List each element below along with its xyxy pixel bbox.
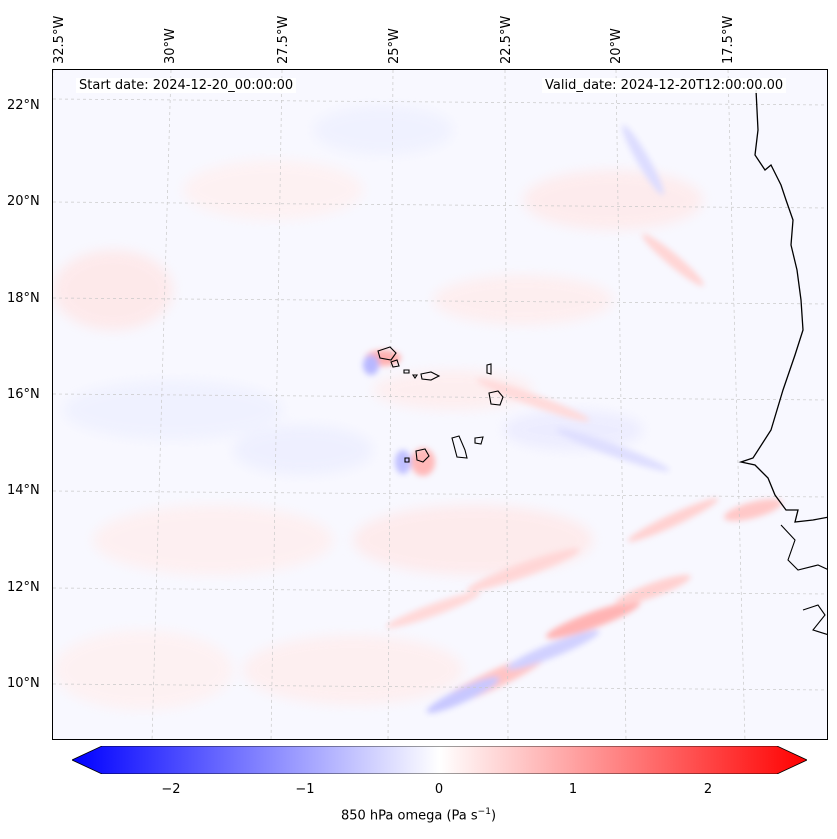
colorbar-tick-0: 0 — [434, 782, 444, 797]
valid-date-label: Valid_date: 2024-12-20T12:00:00.00 — [542, 78, 787, 93]
africa-coastline — [738, 89, 827, 523]
colorbar-label: 850 hPa omega (Pa s−1) — [0, 807, 837, 823]
lat-label-22n: 22°N — [7, 98, 40, 113]
lon-label-30w: 30°W — [163, 28, 178, 64]
lat-label-10n: 10°N — [7, 676, 40, 691]
cape-verde-islands — [377, 346, 504, 463]
coast-detail-2 — [802, 604, 827, 635]
colorbar-tick-1: 1 — [568, 782, 578, 797]
graticule — [53, 70, 827, 739]
colorbar-tick-2: 2 — [703, 782, 713, 797]
colorbar-tick-minus-2: −2 — [161, 782, 181, 797]
lon-label-32-5w: 32.5°W — [52, 15, 67, 64]
colorbar — [72, 746, 807, 774]
lon-label-25w: 25°W — [387, 28, 402, 64]
lat-label-16n: 16°N — [7, 387, 40, 402]
lon-label-27-5w: 27.5°W — [276, 15, 291, 64]
omega-map — [52, 69, 828, 740]
coast-detail-1 — [780, 524, 827, 571]
lat-label-14n: 14°N — [7, 483, 40, 498]
lon-label-22-5w: 22.5°W — [499, 15, 514, 64]
lat-label-18n: 18°N — [7, 291, 40, 306]
colorbar-label-main: 850 hPa omega (Pa s — [340, 808, 478, 824]
lon-label-20w: 20°W — [609, 28, 624, 64]
start-date-label: Start date: 2024-12-20_00:00:00 — [76, 78, 297, 93]
colorbar-label-end: ) — [490, 808, 497, 824]
omega-field — [53, 70, 827, 739]
lat-label-12n: 12°N — [7, 580, 40, 595]
colorbar-gradient — [72, 746, 807, 774]
field-streaks — [363, 125, 783, 714]
field-broad-patches — [53, 105, 703, 710]
colorbar-tick-minus-1: −1 — [295, 782, 315, 797]
lat-label-20n: 20°N — [7, 194, 40, 209]
lon-label-17-5w: 17.5°W — [721, 15, 736, 64]
colorbar-label-exponent: −1 — [477, 807, 491, 817]
